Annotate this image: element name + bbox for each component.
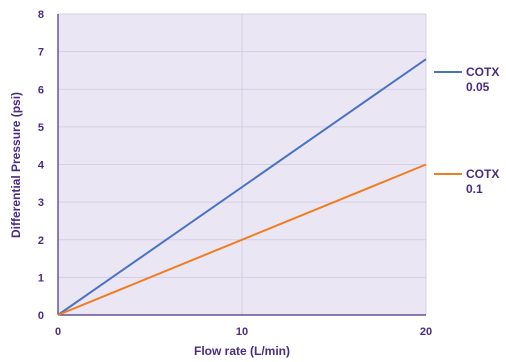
x-tick-labels: 0 10 20 xyxy=(55,326,432,338)
legend-label-2b: 0.1 xyxy=(466,182,483,196)
y-tick-label: 4 xyxy=(38,160,45,172)
y-tick-label: 8 xyxy=(38,9,44,21)
y-tick-label: 7 xyxy=(38,47,44,59)
y-tick-label: 6 xyxy=(38,84,44,96)
legend: COTX 0.05 COTX 0.1 xyxy=(434,65,499,196)
y-tick-label: 1 xyxy=(38,272,44,284)
y-axis-title: Differential Pressure (psi) xyxy=(9,92,23,238)
legend-item-1: COTX 0.05 xyxy=(434,65,499,94)
y-tick-label: 2 xyxy=(38,235,44,247)
series-line-1 xyxy=(57,58,427,316)
series-line-2 xyxy=(57,163,427,316)
series-lines xyxy=(57,58,427,316)
x-tick-label: 10 xyxy=(236,326,248,338)
y-tick-label: 5 xyxy=(38,122,44,134)
y-tick-labels: 0 1 2 3 4 5 6 7 8 xyxy=(38,9,45,322)
y-tick-label: 0 xyxy=(38,310,44,322)
x-tick-label: 20 xyxy=(420,326,432,338)
x-axis-title: Flow rate (L/min) xyxy=(194,344,290,358)
legend-label-1b: 0.05 xyxy=(466,80,490,94)
legend-item-2: COTX 0.1 xyxy=(434,167,499,196)
legend-label-2a: COTX xyxy=(466,167,499,181)
y-tick-label: 3 xyxy=(38,197,44,209)
legend-label-1a: COTX xyxy=(466,65,499,79)
x-tick-label: 0 xyxy=(55,326,61,338)
